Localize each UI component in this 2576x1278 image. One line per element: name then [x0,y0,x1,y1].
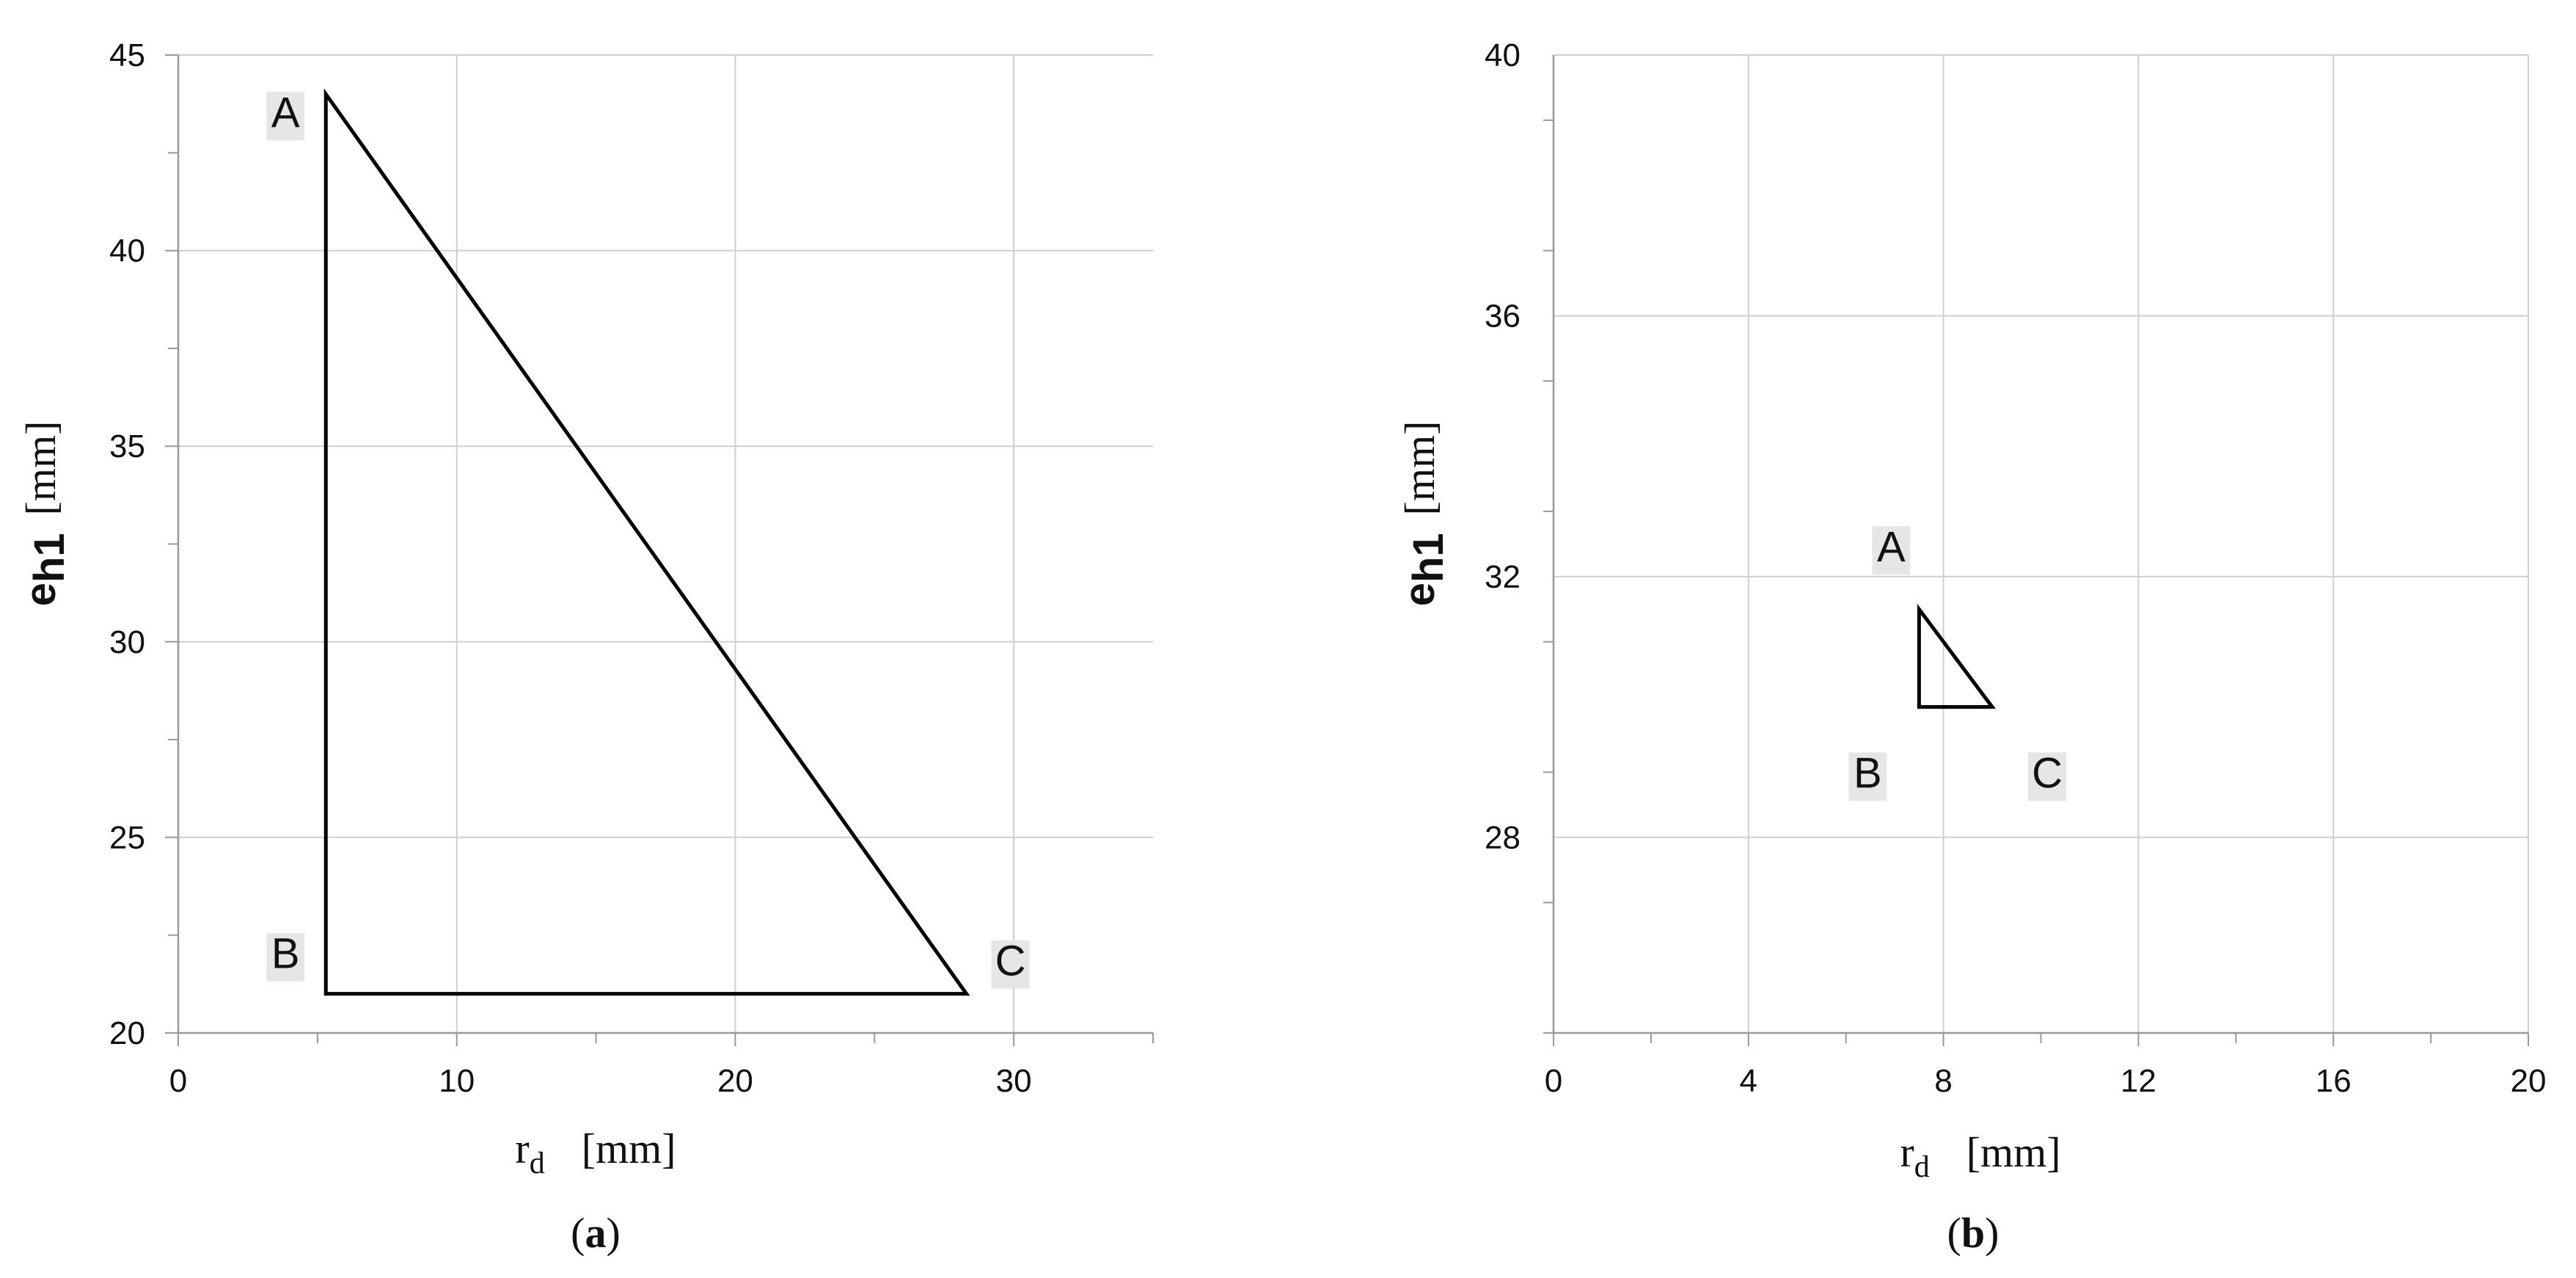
point-label-bg [1848,752,1887,801]
point-label-bg [266,932,305,982]
y-tick-label: 45 [109,37,145,73]
y-tick-label: 20 [109,1015,145,1051]
y-tick-label: 36 [1485,298,1521,334]
y-tick-label: 30 [109,624,145,660]
point-label-bg [266,92,305,141]
y-tick-label: 40 [109,233,145,269]
x-axis-label: rd [mm] [515,1125,676,1180]
x-tick-label: 16 [2316,1063,2352,1099]
x-tick-label: 8 [1934,1063,1952,1099]
x-tick-label: 0 [1545,1063,1562,1099]
x-tick-label: 20 [2511,1063,2547,1099]
point-label-c: C [2032,750,2063,797]
point-label-bg [2028,752,2067,801]
y-tick-label: 25 [109,819,145,855]
x-tick-label: 0 [169,1063,187,1099]
x-axis-label: rd [mm] [1900,1128,2060,1184]
panel-label: (a) [571,1209,621,1257]
x-tick-label: 12 [2121,1063,2156,1099]
x-tick-label: 20 [717,1063,753,1099]
point-label-b: B [1854,750,1882,797]
panel-label: (b) [1947,1209,1999,1257]
y-tick-label: 35 [109,428,145,464]
point-label-a: A [1877,523,1906,571]
y-tick-label: 40 [1485,37,1521,73]
triangle-series-line [1917,603,1997,709]
x-tick-label: 4 [1740,1063,1757,1099]
x-tick-label: 10 [439,1063,475,1099]
point-label-bg [1872,526,1911,575]
y-axis-label: eh1[mm] [17,421,73,607]
x-tick-label: 30 [996,1063,1032,1099]
point-label-b: B [271,930,300,978]
y-tick-label: 32 [1485,559,1521,595]
y-axis-label: eh1[mm] [1396,421,1452,607]
point-label-c: C [995,938,1026,985]
point-label-a: A [271,89,300,136]
point-label-bg [991,940,1030,989]
chart-panel-b: 0 4 8 12 16 20 28 32 36 40 rd [mm] eh1[mm] A B C (b) [1396,37,2546,1257]
triangle-series-line [323,88,970,996]
y-tick-label: 28 [1485,819,1521,855]
chart-panel-a: 0 10 20 30 20 25 30 35 40 45 rd [mm] eh1[mm] A B C (a) [17,37,1154,1257]
